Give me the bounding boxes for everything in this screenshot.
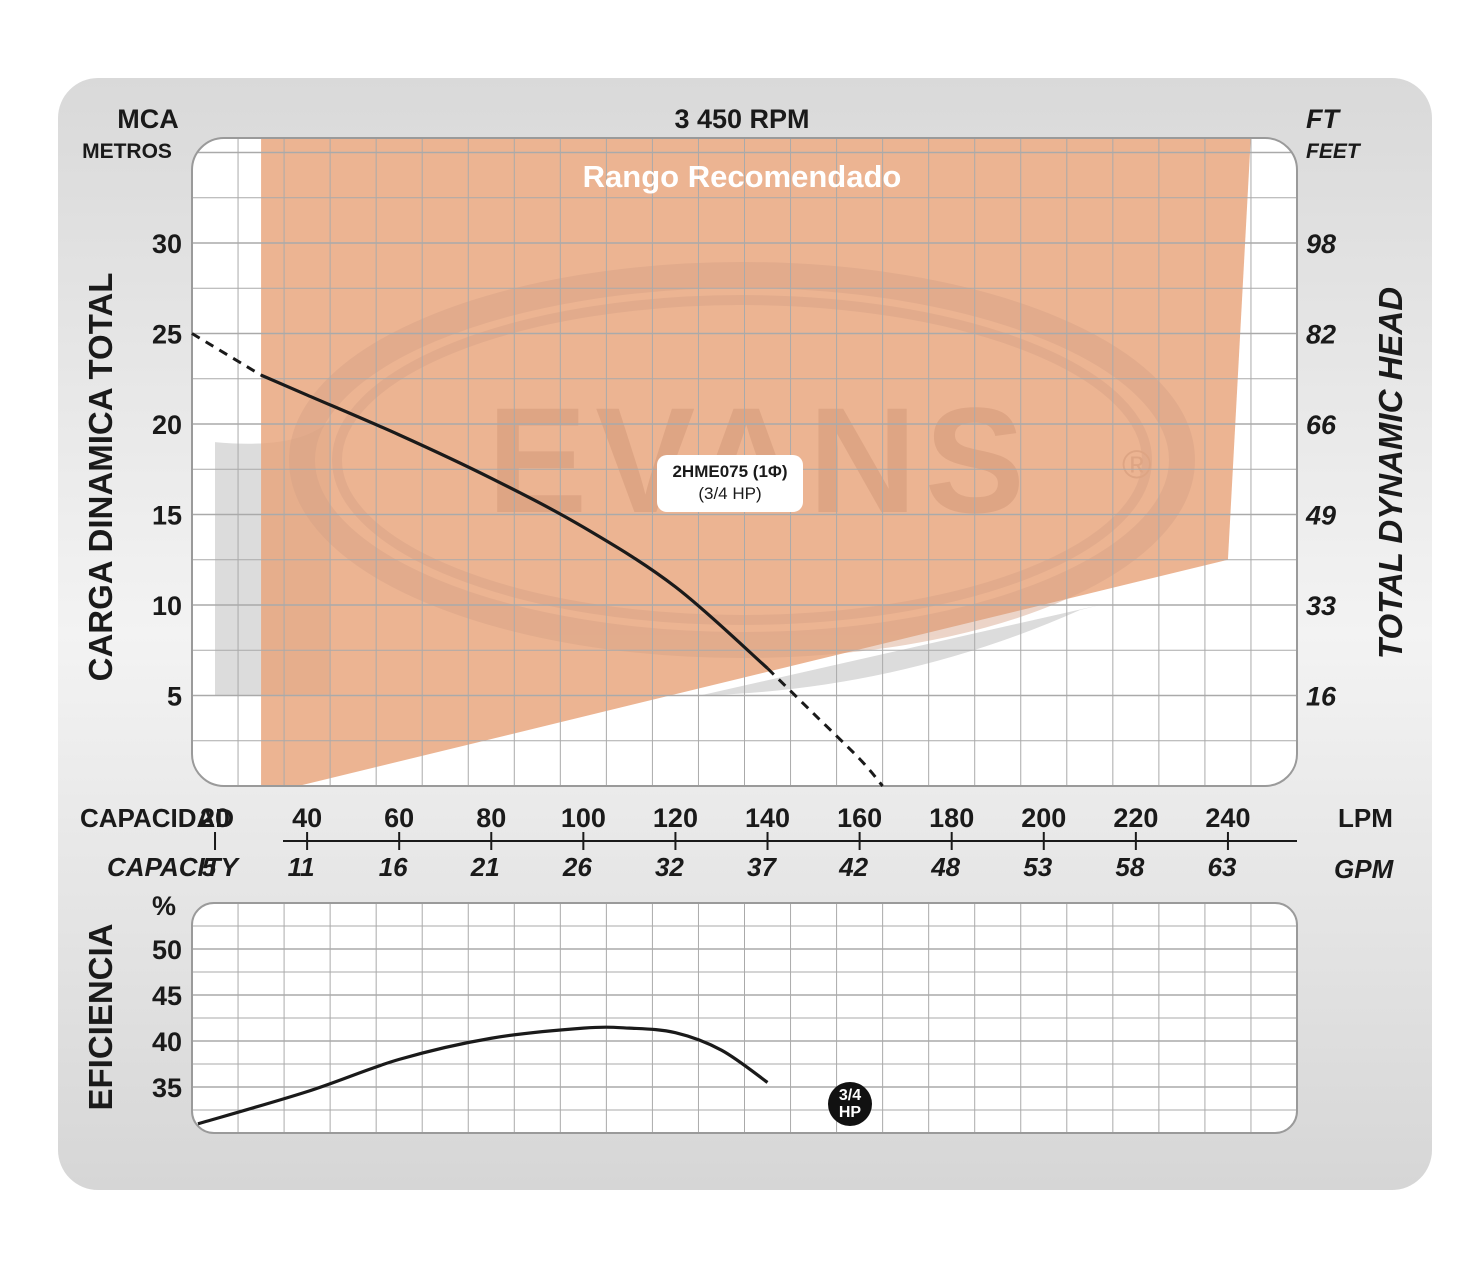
efficiency-unit-label: % (152, 891, 176, 921)
left-axis-title: CARGA DINAMICA TOTAL (82, 273, 119, 682)
head-tick-feet: 49 (1305, 501, 1336, 531)
capacity-tick-lpm: 60 (384, 803, 414, 833)
capacity-tick-lpm: 240 (1205, 803, 1250, 833)
capacity-tick-gpm: 21 (470, 852, 500, 882)
efficiency-tick: 45 (152, 981, 182, 1011)
left-unit-label: MCA (117, 104, 179, 134)
capacity-tick-gpm: 16 (379, 852, 408, 882)
capacity-axis: CAPACIDAD LPM CAPACITY GPM 20 5 40 11 60 16 80… (80, 803, 1395, 884)
capacity-tick-gpm: 42 (838, 852, 868, 882)
model-label-background (657, 455, 803, 512)
hp-badge-line2: HP (839, 1104, 862, 1121)
efficiency-curve-line (197, 1025, 769, 1126)
head-plot-border (191, 137, 1298, 787)
right-axis-title: TOTAL DYNAMIC HEAD (1372, 287, 1409, 659)
model-label-box: 2HME075 (1Φ) (3/4 HP) (657, 455, 803, 512)
efficiency-y-ticks: 35 40 45 50 (152, 935, 182, 1103)
capacity-tick-gpm: 32 (655, 852, 684, 882)
capacity-tick-lpm: 140 (745, 803, 790, 833)
watermark-registered-mark: ® (1122, 443, 1151, 487)
head-tick-feet: 98 (1306, 229, 1336, 259)
capacity-gpm-label: CAPACITY (107, 852, 241, 882)
head-tick-meters: 25 (152, 320, 182, 350)
capacity-tick-lpm: 180 (929, 803, 974, 833)
model-name-label: 2HME075 (1Φ) (672, 462, 787, 481)
efficiency-axis-title: EFICIENCIA (82, 923, 119, 1110)
capacity-tick-lpm: 40 (292, 803, 322, 833)
model-power-label: (3/4 HP) (698, 484, 761, 503)
capacity-tick-lpm: 200 (1021, 803, 1066, 833)
right-unit-sublabel: FEET (1306, 140, 1362, 163)
efficiency-tick: 40 (152, 1027, 182, 1057)
hp-badge-circle (828, 1082, 872, 1126)
head-curve-group (191, 332, 884, 787)
rpm-title: 3 450 RPM (674, 104, 809, 134)
capacity-tick-gpm: 5 (202, 852, 217, 882)
capacity-tick-lpm: 120 (653, 803, 698, 833)
capacity-tick-gpm: 63 (1207, 852, 1236, 882)
capacity-tick-gpm: 37 (747, 852, 777, 882)
head-plot-area: EVANS ® Rango Recomendado 2HME075 (1Φ) (… (191, 137, 1298, 787)
capacity-tick-gpm: 11 (288, 852, 315, 882)
watermark-inner-ellipse (332, 295, 1152, 625)
capacity-tick-gpm: 58 (1115, 852, 1144, 882)
capacity-lpm-unit: LPM (1338, 803, 1393, 833)
efficiency-tick: 50 (152, 935, 182, 965)
recommended-range-label: Rango Recomendado (583, 159, 902, 194)
capacity-tick-lpm: 160 (837, 803, 882, 833)
efficiency-plot-area: 3/4 HP (191, 902, 1298, 1134)
capacity-tick-gpm: 53 (1023, 852, 1052, 882)
capacity-tick-lpm: 80 (476, 803, 506, 833)
hp-badge-line1: 3/4 (839, 1087, 861, 1104)
capacity-tick-lpm: 20 (200, 803, 230, 833)
capacity-tick-lpm: 100 (561, 803, 606, 833)
capacity-lpm-label: CAPACIDAD (80, 803, 234, 833)
head-y-ticks-meters: 5 10 15 20 25 30 (152, 229, 182, 712)
hp-badge: 3/4 HP (828, 1082, 872, 1126)
head-curve-extrapolated-right (766, 667, 884, 787)
head-curve-line (260, 373, 769, 670)
right-unit-label: FT (1306, 104, 1341, 134)
head-y-ticks-feet: 16 33 49 66 82 98 (1305, 229, 1337, 712)
capacity-ticks: 20 5 40 11 60 16 80 21 100 26 120 32 140 37 160 42 180 48… (200, 803, 1250, 882)
head-tick-meters: 20 (152, 410, 182, 440)
head-tick-feet: 82 (1306, 320, 1336, 350)
head-tick-meters: 30 (152, 229, 182, 259)
head-curve-extrapolated-left (191, 332, 262, 377)
capacity-gpm-unit: GPM (1334, 854, 1395, 884)
efficiency-curve-group (197, 1025, 769, 1126)
left-unit-sublabel: METROS (82, 140, 172, 163)
efficiency-tick: 35 (152, 1073, 182, 1103)
head-tick-feet: 33 (1306, 591, 1336, 621)
head-tick-meters: 5 (167, 682, 182, 712)
head-tick-feet: 66 (1306, 410, 1337, 440)
head-tick-meters: 15 (152, 501, 182, 531)
head-tick-meters: 10 (152, 591, 182, 621)
capacity-tick-gpm: 26 (562, 852, 592, 882)
head-tick-feet: 16 (1306, 682, 1337, 712)
efficiency-plot-border (191, 902, 1298, 1134)
capacity-tick-lpm: 220 (1113, 803, 1158, 833)
capacity-tick-gpm: 48 (930, 852, 960, 882)
